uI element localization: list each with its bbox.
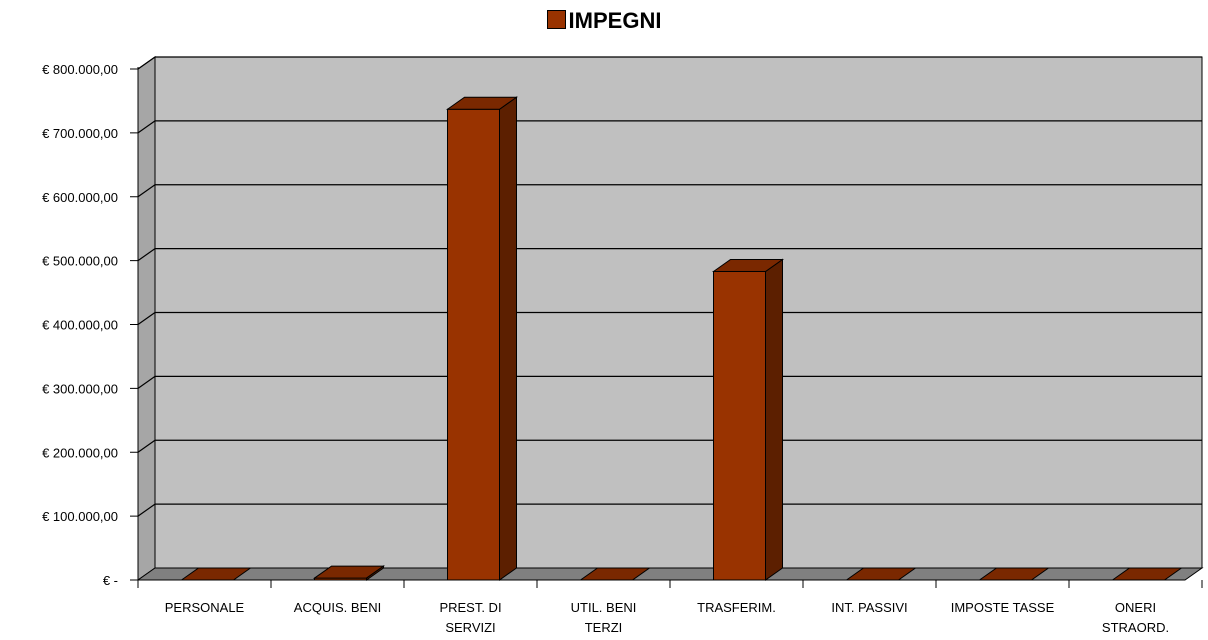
bar: [578, 567, 652, 581]
gridline-side: [137, 184, 156, 198]
bar: [711, 258, 785, 581]
bar-top: [578, 567, 652, 581]
y-tick-label: € 300.000,00: [42, 381, 118, 396]
gridline-side: [137, 503, 156, 517]
gridline-side: [137, 248, 156, 262]
bar-top: [179, 567, 253, 581]
x-tick-label: TRASFERIM.: [697, 600, 776, 615]
y-tick-label: € 400.000,00: [42, 318, 118, 333]
x-tick-label: STRAORD.: [1102, 620, 1169, 635]
bar-top: [844, 567, 918, 581]
bar-front: [713, 270, 766, 581]
bar-top: [312, 565, 386, 579]
bar: [179, 567, 253, 581]
legend-label: IMPEGNI: [568, 8, 662, 33]
y-tick-label: € 700.000,00: [42, 126, 118, 141]
x-tick-label: TERZI: [585, 620, 623, 635]
x-tick-label: PREST. DI: [439, 600, 501, 615]
y-tick-label: € 800.000,00: [42, 62, 118, 77]
x-tick-label: SERVIZI: [445, 620, 495, 635]
bar: [445, 96, 519, 581]
bar: [312, 565, 386, 581]
bar-side: [765, 258, 783, 581]
bar: [844, 567, 918, 581]
bar-front: [447, 108, 500, 581]
bar-top: [445, 96, 519, 110]
y-tick-label: € 600.000,00: [42, 190, 118, 205]
gridline-side: [137, 312, 156, 325]
bar-top: [711, 258, 785, 272]
legend-swatch: [546, 10, 566, 29]
x-tick-label: PERSONALE: [165, 600, 245, 615]
y-tick-label: € 100.000,00: [42, 509, 118, 524]
bar: [977, 567, 1051, 581]
x-tick-label: INT. PASSIVI: [831, 600, 907, 615]
x-tick-label: UTIL. BENI: [571, 600, 637, 615]
y-tick-label: € 500.000,00: [42, 254, 118, 269]
bar: [1110, 567, 1184, 581]
y-tick-label: € -: [103, 573, 118, 588]
gridline-side: [137, 375, 156, 389]
y-tick-label: € 200.000,00: [42, 445, 118, 460]
bar-top: [1110, 567, 1184, 581]
x-tick-label: IMPOSTE TASSE: [951, 600, 1055, 615]
gridline-side: [137, 439, 156, 453]
x-tick-label: ACQUIS. BENI: [294, 600, 381, 615]
bar-top: [977, 567, 1051, 581]
legend: IMPEGNI: [0, 8, 1208, 34]
x-tick-label: ONERI: [1115, 600, 1156, 615]
bar-side: [499, 96, 517, 581]
gridline-side: [137, 56, 156, 70]
gridline-side: [137, 120, 156, 134]
